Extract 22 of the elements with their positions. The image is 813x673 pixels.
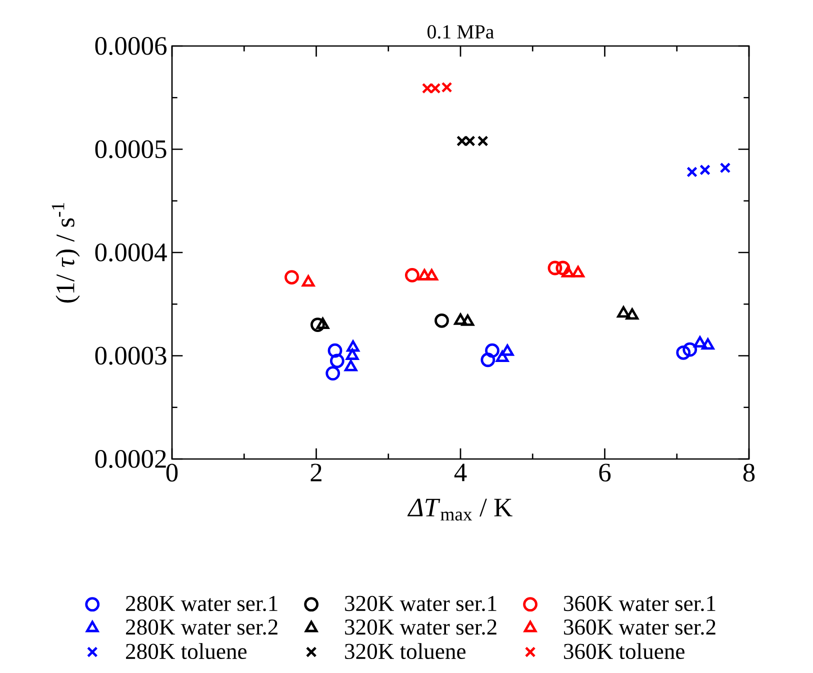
y-tick-label: 0.0004	[95, 243, 167, 262]
legend-label: 320K water ser.2	[345, 620, 496, 635]
x-tick-label: 6	[599, 464, 611, 482]
y-tick-label: 0.0005	[95, 140, 166, 158]
legend-label: 320K toluene	[345, 643, 466, 660]
y-tick-label: 0.0003	[95, 346, 166, 365]
x-tick-label: 0	[166, 464, 178, 482]
legend-label: 280K water ser.2	[126, 620, 278, 635]
legend-label: 360K water ser.2	[564, 620, 716, 635]
legend-label: 280K toluene	[126, 643, 247, 660]
x-tick-label: 2	[310, 464, 322, 482]
legend-label: 280K water ser.1	[126, 596, 278, 612]
legend-label: 360K water ser.1	[564, 596, 716, 612]
legend-label: 320K water ser.1	[345, 596, 496, 612]
legend-label: 360K toluene	[564, 643, 684, 660]
y-axis-title: (1/ τ) / s$^{-1}$	[52, 203, 80, 303]
chart-title: 0.1 MPa	[427, 25, 494, 39]
y-tick-label: 0.0006	[95, 36, 167, 56]
x-tick-label: 8	[743, 464, 755, 482]
x-axis-title: ΔT$_{max}$ / K	[407, 498, 512, 521]
x-tick-label: 4	[454, 464, 467, 482]
y-tick-label: 0.0002	[95, 450, 166, 468]
